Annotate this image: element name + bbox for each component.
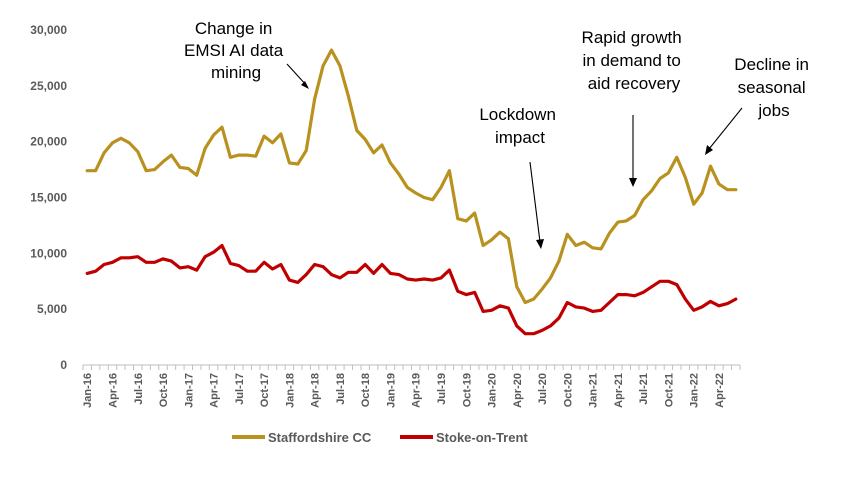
annotation-seasonal-text: Decline in seasonal jobs: [734, 55, 813, 120]
annotation-emsi: Change in EMSI AI data mining: [184, 19, 309, 89]
legend-item-staffordshire: Staffordshire CC: [232, 430, 372, 445]
x-tick-label: Jul-18: [335, 373, 347, 405]
x-tick-label: Jan-20: [487, 373, 499, 408]
annotation-arrow: [708, 107, 743, 150]
x-tick-label: Jul-19: [436, 373, 448, 405]
y-tick-label: 25,000: [30, 79, 67, 93]
annotation-arrow: [529, 161, 541, 243]
annotation-recovery-text: Rapid growth in demand to aid recovery: [582, 28, 687, 93]
x-tick-label: Apr-22: [714, 373, 726, 408]
x-tick-label: Jul-20: [537, 373, 549, 405]
annotation-arrowhead: [705, 145, 713, 155]
x-tick-label: Apr-21: [613, 373, 625, 408]
y-axis: 0 5,000 10,000 15,000 20,000 25,000 30,000: [30, 23, 67, 372]
x-tick-label: Jul-16: [133, 373, 145, 405]
annotation-emsi-text: Change in EMSI AI data mining: [184, 19, 288, 82]
annotation-line: Change in: [195, 19, 273, 38]
x-tick-label: Apr-16: [107, 373, 119, 408]
x-tick-label: Oct-19: [461, 373, 473, 407]
legend-item-stoke: Stoke-on-Trent: [400, 430, 528, 445]
annotation-line: aid recovery: [588, 74, 681, 93]
annotation-arrowhead: [301, 81, 309, 89]
annotation-line: seasonal: [738, 78, 806, 97]
y-tick-label: 30,000: [30, 23, 67, 37]
annotation-seasonal: Decline in seasonal jobs: [705, 55, 813, 155]
annotation-arrow: [286, 63, 308, 87]
x-tick-label: Oct-20: [562, 373, 574, 407]
x-tick-label: Oct-18: [360, 373, 372, 407]
x-tick-label: Apr-19: [411, 373, 423, 408]
x-tick-label: Oct-16: [158, 373, 170, 407]
x-tick-label: Jul-17: [234, 373, 246, 405]
series-layer: [85, 48, 738, 336]
x-tick-label: Jan-22: [689, 373, 701, 408]
series-line-stoke: [85, 243, 738, 336]
legend-label-staffordshire: Staffordshire CC: [268, 430, 372, 445]
annotation-line: in demand to: [582, 51, 680, 70]
legend-label-stoke: Stoke-on-Trent: [436, 430, 528, 445]
x-tick-label: Oct-17: [259, 373, 271, 407]
annotation-line: Decline in: [734, 55, 809, 74]
x-tick-label: Oct-21: [663, 373, 675, 407]
annotation-line: Lockdown: [479, 105, 556, 124]
annotation-line: EMSI AI data: [184, 41, 284, 60]
x-tick-label: Apr-17: [209, 373, 221, 408]
legend: Staffordshire CC Stoke-on-Trent: [232, 430, 528, 445]
x-tick-label: Jan-21: [588, 373, 600, 408]
x-axis: Jan-16 Apr-16 Jul-16 Oct-16 Jan-17 Apr-17 Jul-…: [82, 364, 741, 408]
x-tick-label: Jul-21: [638, 373, 650, 405]
annotation-arrowhead: [629, 178, 637, 187]
y-tick-label: 15,000: [30, 191, 67, 205]
series-line-staffordshire: [85, 48, 738, 305]
annotation-lockdown: Lockdown impact: [479, 105, 560, 249]
y-tick-label: 5,000: [37, 302, 67, 316]
x-tick-label: Jan-17: [183, 373, 195, 408]
x-tick-label: Apr-18: [310, 373, 322, 408]
annotation-line: impact: [495, 128, 545, 147]
y-tick-label: 10,000: [30, 246, 67, 260]
annotation-recovery: Rapid growth in demand to aid recovery: [582, 28, 687, 187]
x-tick-label: Apr-20: [512, 373, 524, 408]
annotation-line: jobs: [757, 101, 789, 120]
annotation-line: Rapid growth: [582, 28, 682, 47]
annotation-line: mining: [211, 63, 261, 82]
x-tick-label: Jan-18: [284, 373, 296, 408]
x-tick-label: Jan-16: [82, 373, 94, 408]
annotation-arrowhead: [536, 239, 544, 249]
y-tick-label: 0: [60, 358, 67, 372]
x-tick-label: Jan-19: [385, 373, 397, 408]
y-tick-label: 20,000: [30, 135, 67, 149]
annotation-lockdown-text: Lockdown impact: [479, 105, 560, 147]
